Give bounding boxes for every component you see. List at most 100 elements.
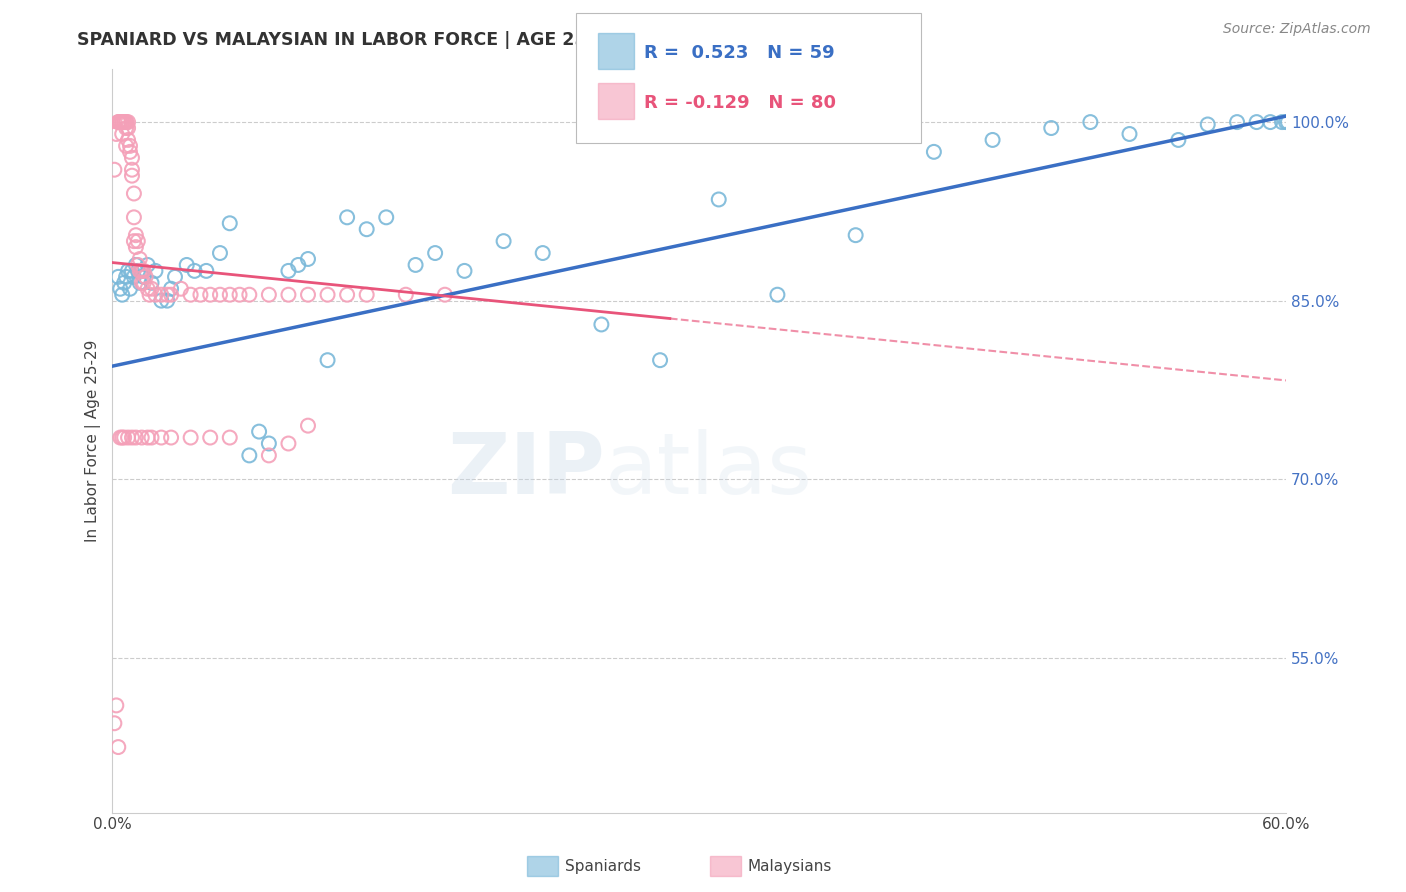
Point bbox=[127, 258, 149, 272]
Point bbox=[121, 264, 143, 278]
Point bbox=[105, 127, 128, 141]
Point bbox=[115, 139, 138, 153]
Point bbox=[132, 269, 155, 284]
Point bbox=[122, 234, 145, 248]
Point bbox=[1275, 115, 1298, 129]
Point bbox=[117, 133, 139, 147]
Point bbox=[110, 282, 132, 296]
Point bbox=[228, 287, 250, 301]
Point bbox=[356, 287, 378, 301]
Point bbox=[238, 449, 260, 463]
Point bbox=[277, 287, 299, 301]
Point bbox=[112, 115, 135, 129]
Point bbox=[395, 287, 418, 301]
Point bbox=[1080, 115, 1102, 129]
Text: atlas: atlas bbox=[606, 429, 813, 512]
Point bbox=[132, 276, 155, 290]
Point bbox=[122, 186, 145, 201]
Point bbox=[110, 115, 132, 129]
Point bbox=[132, 264, 155, 278]
Y-axis label: In Labor Force | Age 25-29: In Labor Force | Age 25-29 bbox=[86, 339, 101, 541]
Point bbox=[297, 418, 319, 433]
Point bbox=[218, 431, 240, 445]
Point bbox=[131, 264, 153, 278]
Point bbox=[127, 234, 149, 248]
Text: Source: ZipAtlas.com: Source: ZipAtlas.com bbox=[1223, 22, 1371, 37]
Point bbox=[1040, 121, 1063, 136]
Point bbox=[145, 287, 167, 301]
Point bbox=[160, 287, 183, 301]
Point bbox=[531, 246, 554, 260]
Point bbox=[453, 264, 475, 278]
Point bbox=[118, 282, 141, 296]
Point bbox=[136, 282, 159, 296]
Text: Malaysians: Malaysians bbox=[748, 859, 832, 873]
Point bbox=[131, 431, 153, 445]
Point bbox=[648, 353, 671, 368]
Point bbox=[117, 121, 139, 136]
Point bbox=[131, 264, 153, 278]
Point bbox=[176, 258, 198, 272]
Point bbox=[138, 287, 160, 301]
Point bbox=[141, 431, 163, 445]
Point bbox=[356, 222, 378, 236]
Text: Spaniards: Spaniards bbox=[565, 859, 641, 873]
Point bbox=[136, 258, 159, 272]
Point bbox=[766, 287, 789, 301]
Point bbox=[128, 264, 150, 278]
Point bbox=[121, 162, 143, 177]
Point bbox=[121, 431, 143, 445]
Point bbox=[200, 431, 222, 445]
Point bbox=[183, 264, 205, 278]
Point bbox=[195, 264, 218, 278]
Point bbox=[1118, 127, 1140, 141]
Point bbox=[150, 293, 173, 308]
Point bbox=[111, 115, 134, 129]
Point bbox=[375, 211, 398, 225]
Point bbox=[316, 287, 339, 301]
Point bbox=[277, 436, 299, 450]
Point bbox=[118, 139, 141, 153]
Point bbox=[112, 431, 135, 445]
Point bbox=[336, 287, 359, 301]
Point bbox=[125, 431, 148, 445]
Point bbox=[160, 431, 183, 445]
Point bbox=[125, 240, 148, 254]
Point bbox=[922, 145, 945, 159]
Point bbox=[127, 264, 149, 278]
Point bbox=[110, 431, 132, 445]
Point bbox=[257, 287, 280, 301]
Point bbox=[115, 121, 138, 136]
Point bbox=[160, 282, 183, 296]
Point bbox=[125, 258, 148, 272]
Point bbox=[190, 287, 212, 301]
Point bbox=[707, 193, 730, 207]
Point bbox=[218, 216, 240, 230]
Point bbox=[156, 293, 179, 308]
Text: ZIP: ZIP bbox=[447, 429, 606, 512]
Point bbox=[121, 151, 143, 165]
Point bbox=[115, 115, 138, 129]
Text: R = -0.129   N = 80: R = -0.129 N = 80 bbox=[644, 94, 837, 112]
Point bbox=[297, 252, 319, 266]
Point bbox=[1226, 115, 1249, 129]
Point bbox=[200, 287, 222, 301]
Point bbox=[112, 276, 135, 290]
Point bbox=[316, 353, 339, 368]
Point bbox=[208, 287, 231, 301]
Point bbox=[112, 115, 135, 129]
Point bbox=[150, 431, 173, 445]
Point bbox=[433, 287, 456, 301]
Point bbox=[135, 269, 157, 284]
Point bbox=[156, 287, 179, 301]
Point bbox=[141, 276, 163, 290]
Text: R =  0.523   N = 59: R = 0.523 N = 59 bbox=[644, 44, 835, 62]
Point bbox=[107, 115, 129, 129]
Point bbox=[107, 269, 129, 284]
Point bbox=[238, 287, 260, 301]
Point bbox=[218, 287, 240, 301]
Point bbox=[845, 228, 868, 243]
Point bbox=[492, 234, 515, 248]
Point bbox=[180, 431, 202, 445]
Point bbox=[110, 115, 132, 129]
